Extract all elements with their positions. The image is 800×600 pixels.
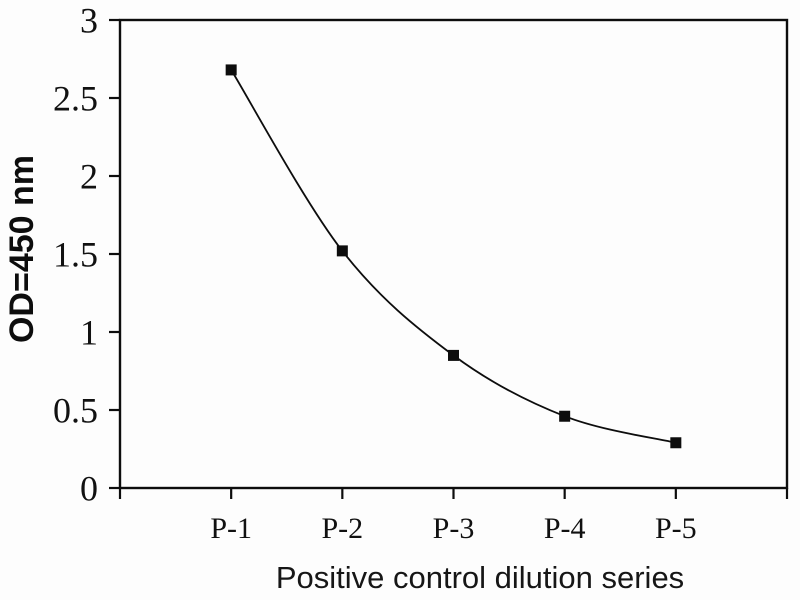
x-tick-label-P-5: P-5 [655,512,697,545]
data-point-P-5 [670,437,682,449]
data-point-P-1 [225,64,237,76]
y-tick-label-1: 1 [80,313,98,353]
data-point-P-3 [448,349,459,361]
data-point-P-2 [336,245,348,257]
series-line [230,69,677,444]
y-tick-label-0: 0 [80,469,98,509]
y-tick-label-2: 2 [80,157,98,197]
x-tick-label-P-4: P-4 [544,512,586,545]
x-axis-title: Positive control dilution series [275,560,685,595]
y-tick-label-0.5: 0.5 [53,391,98,431]
y-axis-title: OD=450 nm [3,154,41,344]
plot-frame [118,18,789,490]
x-tick-label-P-3: P-3 [433,512,475,545]
y-tick-label-1.5: 1.5 [53,235,98,275]
y-tick-label-3: 3 [80,1,98,41]
x-tick-label-P-2: P-2 [321,512,363,545]
data-point-P-4 [559,410,571,422]
y-tick-label-2.5: 2.5 [53,79,98,119]
x-tick-label-P-1: P-1 [210,512,252,545]
